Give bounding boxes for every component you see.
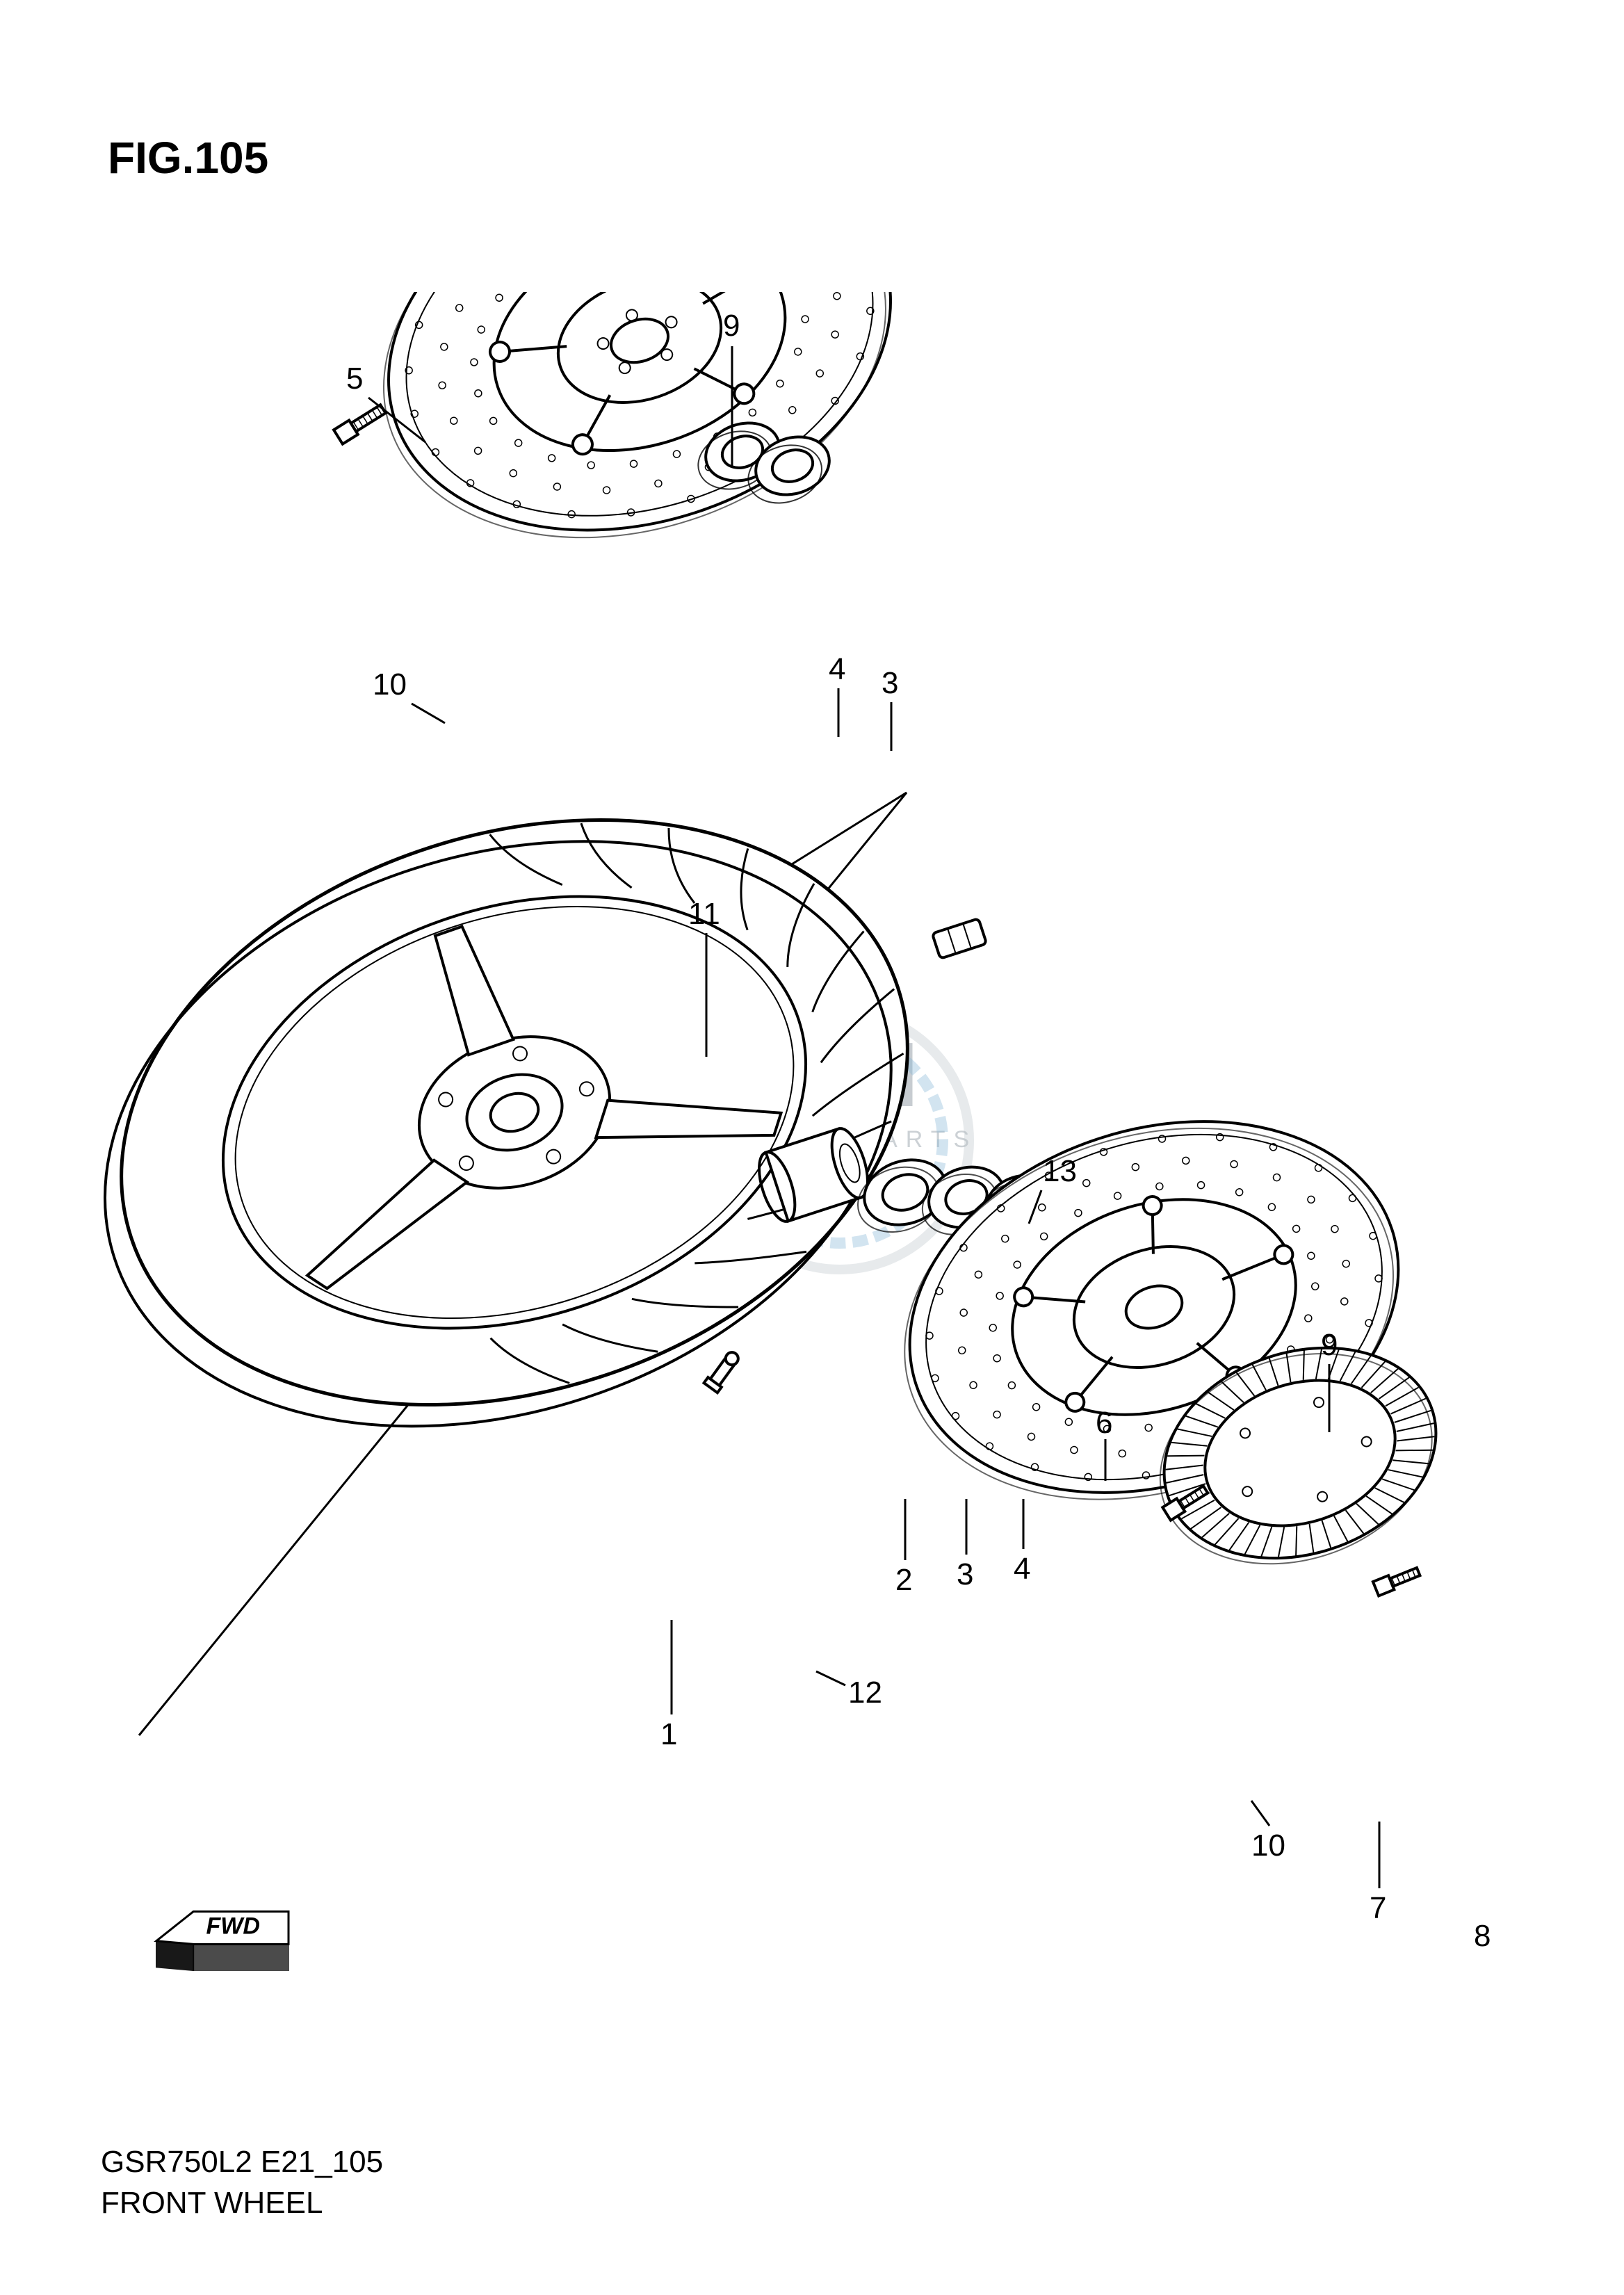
callout-5: 5 [346,362,363,396]
callout-13: 13 [1043,1154,1077,1189]
callout-10: 10 [373,667,407,702]
callout-1: 1 [660,1717,677,1752]
callout-2: 2 [895,1563,912,1598]
callout-4: 4 [1014,1552,1030,1587]
callout-3: 3 [957,1557,973,1592]
callout-12: 12 [848,1676,882,1710]
callout-8: 8 [1474,1919,1491,1954]
callout-10: 10 [1251,1828,1285,1863]
callout-11: 11 [688,897,720,932]
footer-line-1: GSR750L2 E21_105 [101,2141,383,2182]
callout-9: 9 [1321,1328,1338,1363]
callout-3: 3 [882,666,898,701]
callout-9: 9 [723,309,740,343]
figure-title: FIG.105 [108,132,268,184]
footer-line-2: FRONT WHEEL [101,2182,383,2223]
footer-block: GSR750L2 E21_105 FRONT WHEEL [101,2141,383,2224]
callout-6: 6 [1096,1406,1112,1441]
svg-text:FWD: FWD [206,1913,259,1939]
callout-7: 7 [1370,1891,1386,1926]
callout-4: 4 [829,652,845,687]
exploded-diagram: FWD [97,292,1453,1988]
